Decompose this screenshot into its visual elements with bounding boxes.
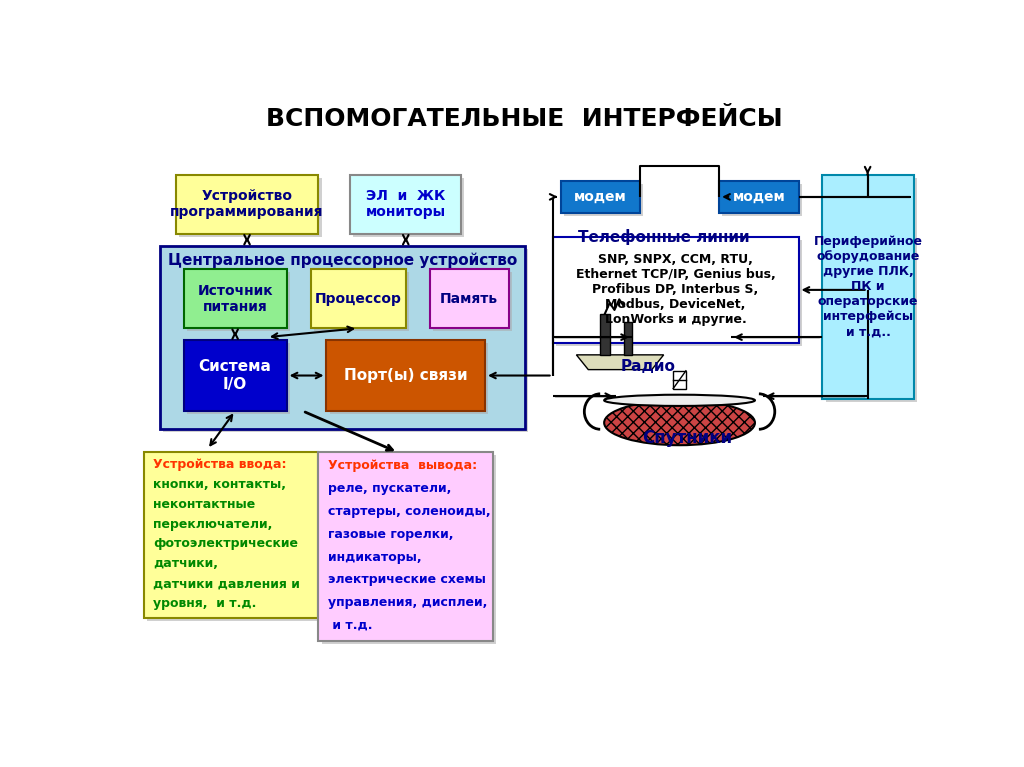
FancyBboxPatch shape xyxy=(179,178,322,237)
Text: Устройство
программирования: Устройство программирования xyxy=(170,189,324,219)
FancyBboxPatch shape xyxy=(310,269,406,328)
FancyBboxPatch shape xyxy=(433,272,512,331)
Text: кнопки, контакты,: кнопки, контакты, xyxy=(154,478,287,491)
Text: датчики давления и: датчики давления и xyxy=(154,578,300,591)
Text: модем: модем xyxy=(573,190,627,204)
Text: Периферийное
оборудование
другие ПЛК,
ПК и
операторские
интерфейсы
и т.д..: Периферийное оборудование другие ПЛК, ПК… xyxy=(813,235,923,338)
FancyBboxPatch shape xyxy=(353,178,465,237)
FancyBboxPatch shape xyxy=(183,269,287,328)
Text: индикаторы,: индикаторы, xyxy=(328,551,422,564)
FancyBboxPatch shape xyxy=(330,343,488,414)
FancyBboxPatch shape xyxy=(186,272,290,331)
Text: ЭЛ  и  ЖК
мониторы: ЭЛ и ЖК мониторы xyxy=(366,189,445,219)
Text: и т.д.: и т.д. xyxy=(328,619,373,632)
Text: управления, дисплеи,: управления, дисплеи, xyxy=(328,596,487,609)
Text: реле, пускатели,: реле, пускатели, xyxy=(328,482,452,495)
FancyBboxPatch shape xyxy=(186,343,290,414)
FancyBboxPatch shape xyxy=(560,180,640,213)
Polygon shape xyxy=(577,355,664,370)
Text: неконтактные: неконтактные xyxy=(154,498,256,511)
FancyBboxPatch shape xyxy=(327,340,485,411)
Text: газовые горелки,: газовые горелки, xyxy=(328,528,454,541)
Text: Процессор: Процессор xyxy=(314,291,401,306)
FancyBboxPatch shape xyxy=(822,175,913,399)
FancyBboxPatch shape xyxy=(825,178,916,402)
FancyBboxPatch shape xyxy=(318,453,494,641)
Text: стартеры, соленоиды,: стартеры, соленоиды, xyxy=(328,505,490,518)
Text: уровня,  и т.д.: уровня, и т.д. xyxy=(154,597,257,611)
FancyBboxPatch shape xyxy=(553,237,799,343)
FancyBboxPatch shape xyxy=(147,456,322,621)
Text: переключатели,: переключатели, xyxy=(154,518,272,531)
FancyBboxPatch shape xyxy=(719,180,799,213)
Ellipse shape xyxy=(604,395,755,406)
Text: датчики,: датчики, xyxy=(154,558,218,571)
Text: электрические схемы: электрические схемы xyxy=(328,573,485,586)
FancyBboxPatch shape xyxy=(313,272,409,331)
FancyBboxPatch shape xyxy=(556,239,802,346)
FancyBboxPatch shape xyxy=(624,322,632,355)
FancyBboxPatch shape xyxy=(563,183,643,216)
Text: Система
I/O: Система I/O xyxy=(199,359,271,392)
Text: ВСПОМОГАТЕЛЬНЫЕ  ИНТЕРФЕЙСЫ: ВСПОМОГАТЕЛЬНЫЕ ИНТЕРФЕЙСЫ xyxy=(266,107,783,130)
Text: Память: Память xyxy=(440,291,499,306)
Text: модем: модем xyxy=(732,190,785,204)
FancyBboxPatch shape xyxy=(143,453,318,617)
FancyBboxPatch shape xyxy=(183,340,287,411)
Ellipse shape xyxy=(604,400,755,445)
Text: SNP, SNPX, CCM, RTU,
Ethernet TCP/IP, Genius bus,
Profibus DP, Interbus S,
Modbu: SNP, SNPX, CCM, RTU, Ethernet TCP/IP, Ge… xyxy=(575,253,775,327)
FancyBboxPatch shape xyxy=(176,175,318,234)
FancyBboxPatch shape xyxy=(350,175,462,234)
Text: Центральное процессорное устройство: Центральное процессорное устройство xyxy=(168,252,517,268)
Text: Устройства ввода:: Устройства ввода: xyxy=(154,458,287,471)
Text: фотоэлектрические: фотоэлектрические xyxy=(154,538,298,551)
FancyBboxPatch shape xyxy=(163,249,528,432)
Text: Порт(ы) связи: Порт(ы) связи xyxy=(344,368,468,383)
FancyBboxPatch shape xyxy=(722,183,802,216)
FancyBboxPatch shape xyxy=(160,245,524,429)
Text: Источник
питания: Источник питания xyxy=(198,284,273,314)
Text: Телефонные линии: Телефонные линии xyxy=(578,229,750,245)
FancyBboxPatch shape xyxy=(600,314,609,355)
Text: Устройства  вывода:: Устройства вывода: xyxy=(328,459,477,472)
Text: Спутники: Спутники xyxy=(642,429,732,446)
FancyBboxPatch shape xyxy=(430,269,509,328)
FancyBboxPatch shape xyxy=(322,456,497,644)
Text: Радио: Радио xyxy=(621,359,675,374)
FancyBboxPatch shape xyxy=(673,370,686,389)
